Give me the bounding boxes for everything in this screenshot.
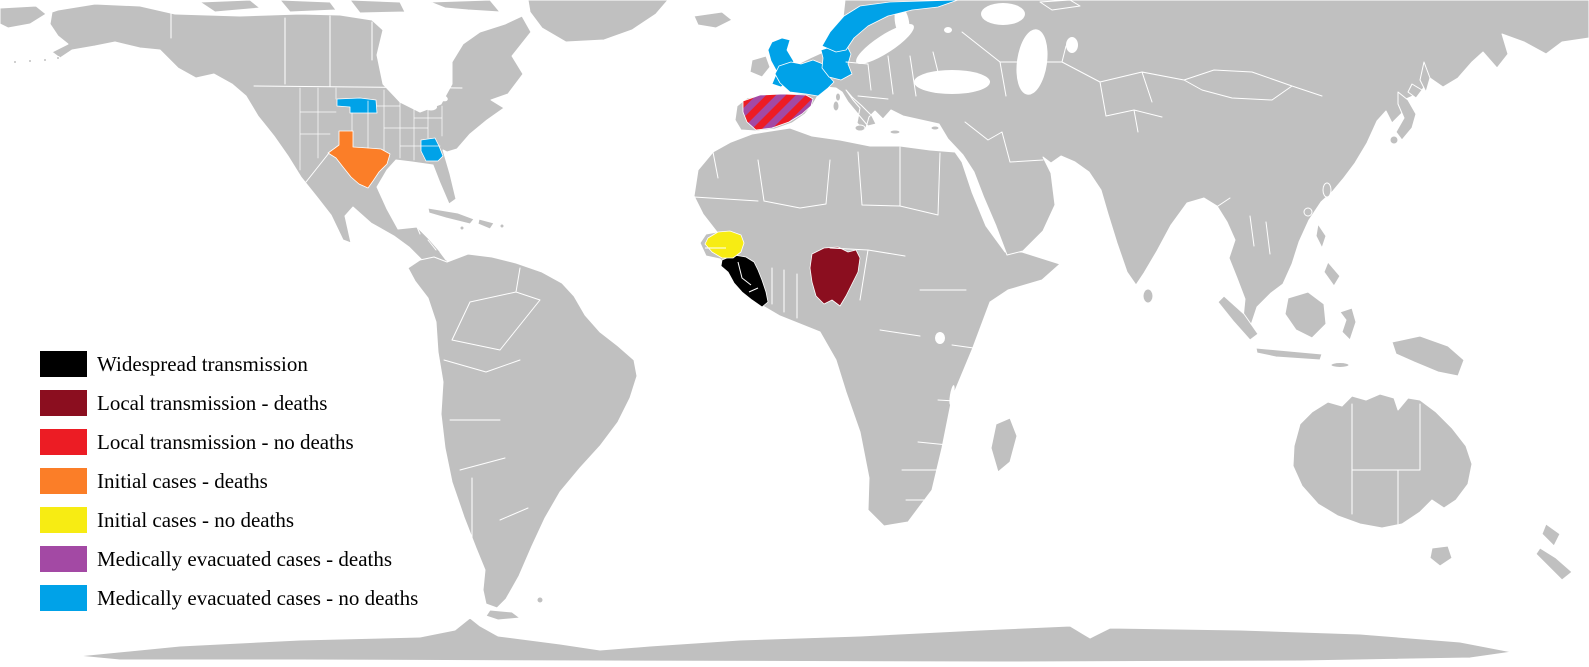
region-france [774, 59, 835, 97]
legend-swatch-evac-no-deaths [40, 585, 87, 611]
novaya-zemlya [1039, 0, 1081, 11]
aleutian-3 [43, 58, 47, 62]
great-lake-ontario [438, 94, 448, 102]
north-america [49, 3, 532, 279]
sulawesi [1339, 307, 1357, 341]
region-norway [821, 0, 959, 53]
sicily [854, 124, 866, 132]
legend-label: Local transmission - no deaths [97, 430, 354, 454]
tierra-del-fuego [485, 609, 521, 621]
swatch-rect [40, 429, 87, 455]
region-texas [327, 130, 391, 189]
gulf-of-bothnia [894, 6, 910, 38]
region-guinea-sierra-leone-liberia [720, 254, 769, 308]
canadian-arctic-islands [199, 0, 501, 14]
legend-item-initial-no-deaths: Initial cases - no deaths [40, 507, 418, 533]
legend-swatch-local-no-deaths [40, 429, 87, 455]
sri-lanka [1142, 288, 1154, 304]
aleutian-2 [28, 59, 32, 63]
great-lake-erie [425, 103, 437, 111]
swatch-rect [40, 507, 87, 533]
legend-label: Widespread transmission [97, 352, 308, 376]
aleutian-1 [13, 60, 17, 64]
australia [1292, 393, 1473, 529]
falklands [536, 596, 544, 604]
tasmania [1429, 545, 1453, 567]
aral-sea [1066, 37, 1078, 53]
great-lake-michigan-huron [410, 97, 424, 107]
legend-swatch-initial-no-deaths [40, 507, 87, 533]
legend-swatch-local-deaths [40, 390, 87, 416]
region-nebraska [336, 97, 378, 114]
lake-ladoga [944, 27, 952, 33]
legend: Widespread transmission Local transmissi… [40, 351, 418, 611]
swatch-rect [40, 351, 87, 377]
region-georgia [420, 137, 444, 162]
legend-label: Initial cases - deaths [97, 469, 268, 493]
legend-item-local-no-deaths: Local transmission - no deaths [40, 429, 418, 455]
lake-malawi [949, 385, 955, 405]
guinea-sierra-leone-border [737, 261, 759, 293]
legend-swatch-widespread [40, 351, 87, 377]
hispaniola [477, 218, 495, 230]
borneo [1284, 291, 1327, 339]
java [1255, 347, 1323, 361]
crete [889, 129, 901, 135]
philippines [1315, 223, 1341, 287]
sumatra [1217, 295, 1259, 341]
legend-label: Local transmission - deaths [97, 391, 328, 415]
sakhalin [1419, 61, 1431, 93]
legend-label: Medically evacuated cases - no deaths [97, 586, 419, 610]
swatch-rect [40, 468, 87, 494]
africa [693, 127, 1061, 527]
legend-swatch-evac-deaths [40, 546, 87, 572]
corsica [835, 92, 841, 102]
black-sea [914, 70, 990, 94]
region-nigeria [809, 246, 861, 307]
swatch-rect [40, 390, 87, 416]
sardinia [832, 100, 840, 112]
aleutian-4 [56, 56, 60, 60]
legend-item-evac-no-deaths: Medically evacuated cases - no deaths [40, 585, 418, 611]
outbreak-regions [327, 0, 959, 308]
legend-label: Medically evacuated cases - deaths [97, 547, 393, 571]
new-zealand [1535, 523, 1573, 581]
legend-item-evac-deaths: Medically evacuated cases - deaths [40, 546, 418, 572]
timor [1330, 362, 1350, 368]
white-sea [981, 3, 1025, 25]
puerto-rico [499, 223, 505, 229]
legend-item-local-deaths: Local transmission - deaths [40, 390, 418, 416]
kyushu [1389, 135, 1399, 145]
cyprus [930, 125, 940, 131]
jamaica [459, 225, 465, 231]
south-america [407, 253, 638, 609]
islands [13, 0, 1573, 621]
swatch-rect [40, 546, 87, 572]
antarctica [77, 617, 1513, 663]
iceland [693, 11, 733, 29]
hainan [1303, 207, 1313, 217]
taiwan [1322, 182, 1332, 198]
swatch-rect [40, 585, 87, 611]
legend-label: Initial cases - no deaths [97, 508, 295, 532]
legend-item-initial-deaths: Initial cases - deaths [40, 468, 418, 494]
northeast-russia-corner [0, 5, 47, 29]
legend-swatch-initial-deaths [40, 468, 87, 494]
region-senegal [704, 230, 745, 259]
legend-item-widespread: Widespread transmission [40, 351, 418, 377]
country-borders [170, 11, 1421, 589]
lake-victoria [935, 332, 945, 344]
madagascar [990, 417, 1018, 473]
us-state-borders [299, 87, 443, 171]
cuba [427, 207, 475, 225]
new-guinea [1391, 335, 1465, 377]
ireland [749, 55, 771, 78]
japan [1395, 83, 1423, 141]
greenland [527, 0, 669, 43]
region-spain [742, 93, 814, 131]
